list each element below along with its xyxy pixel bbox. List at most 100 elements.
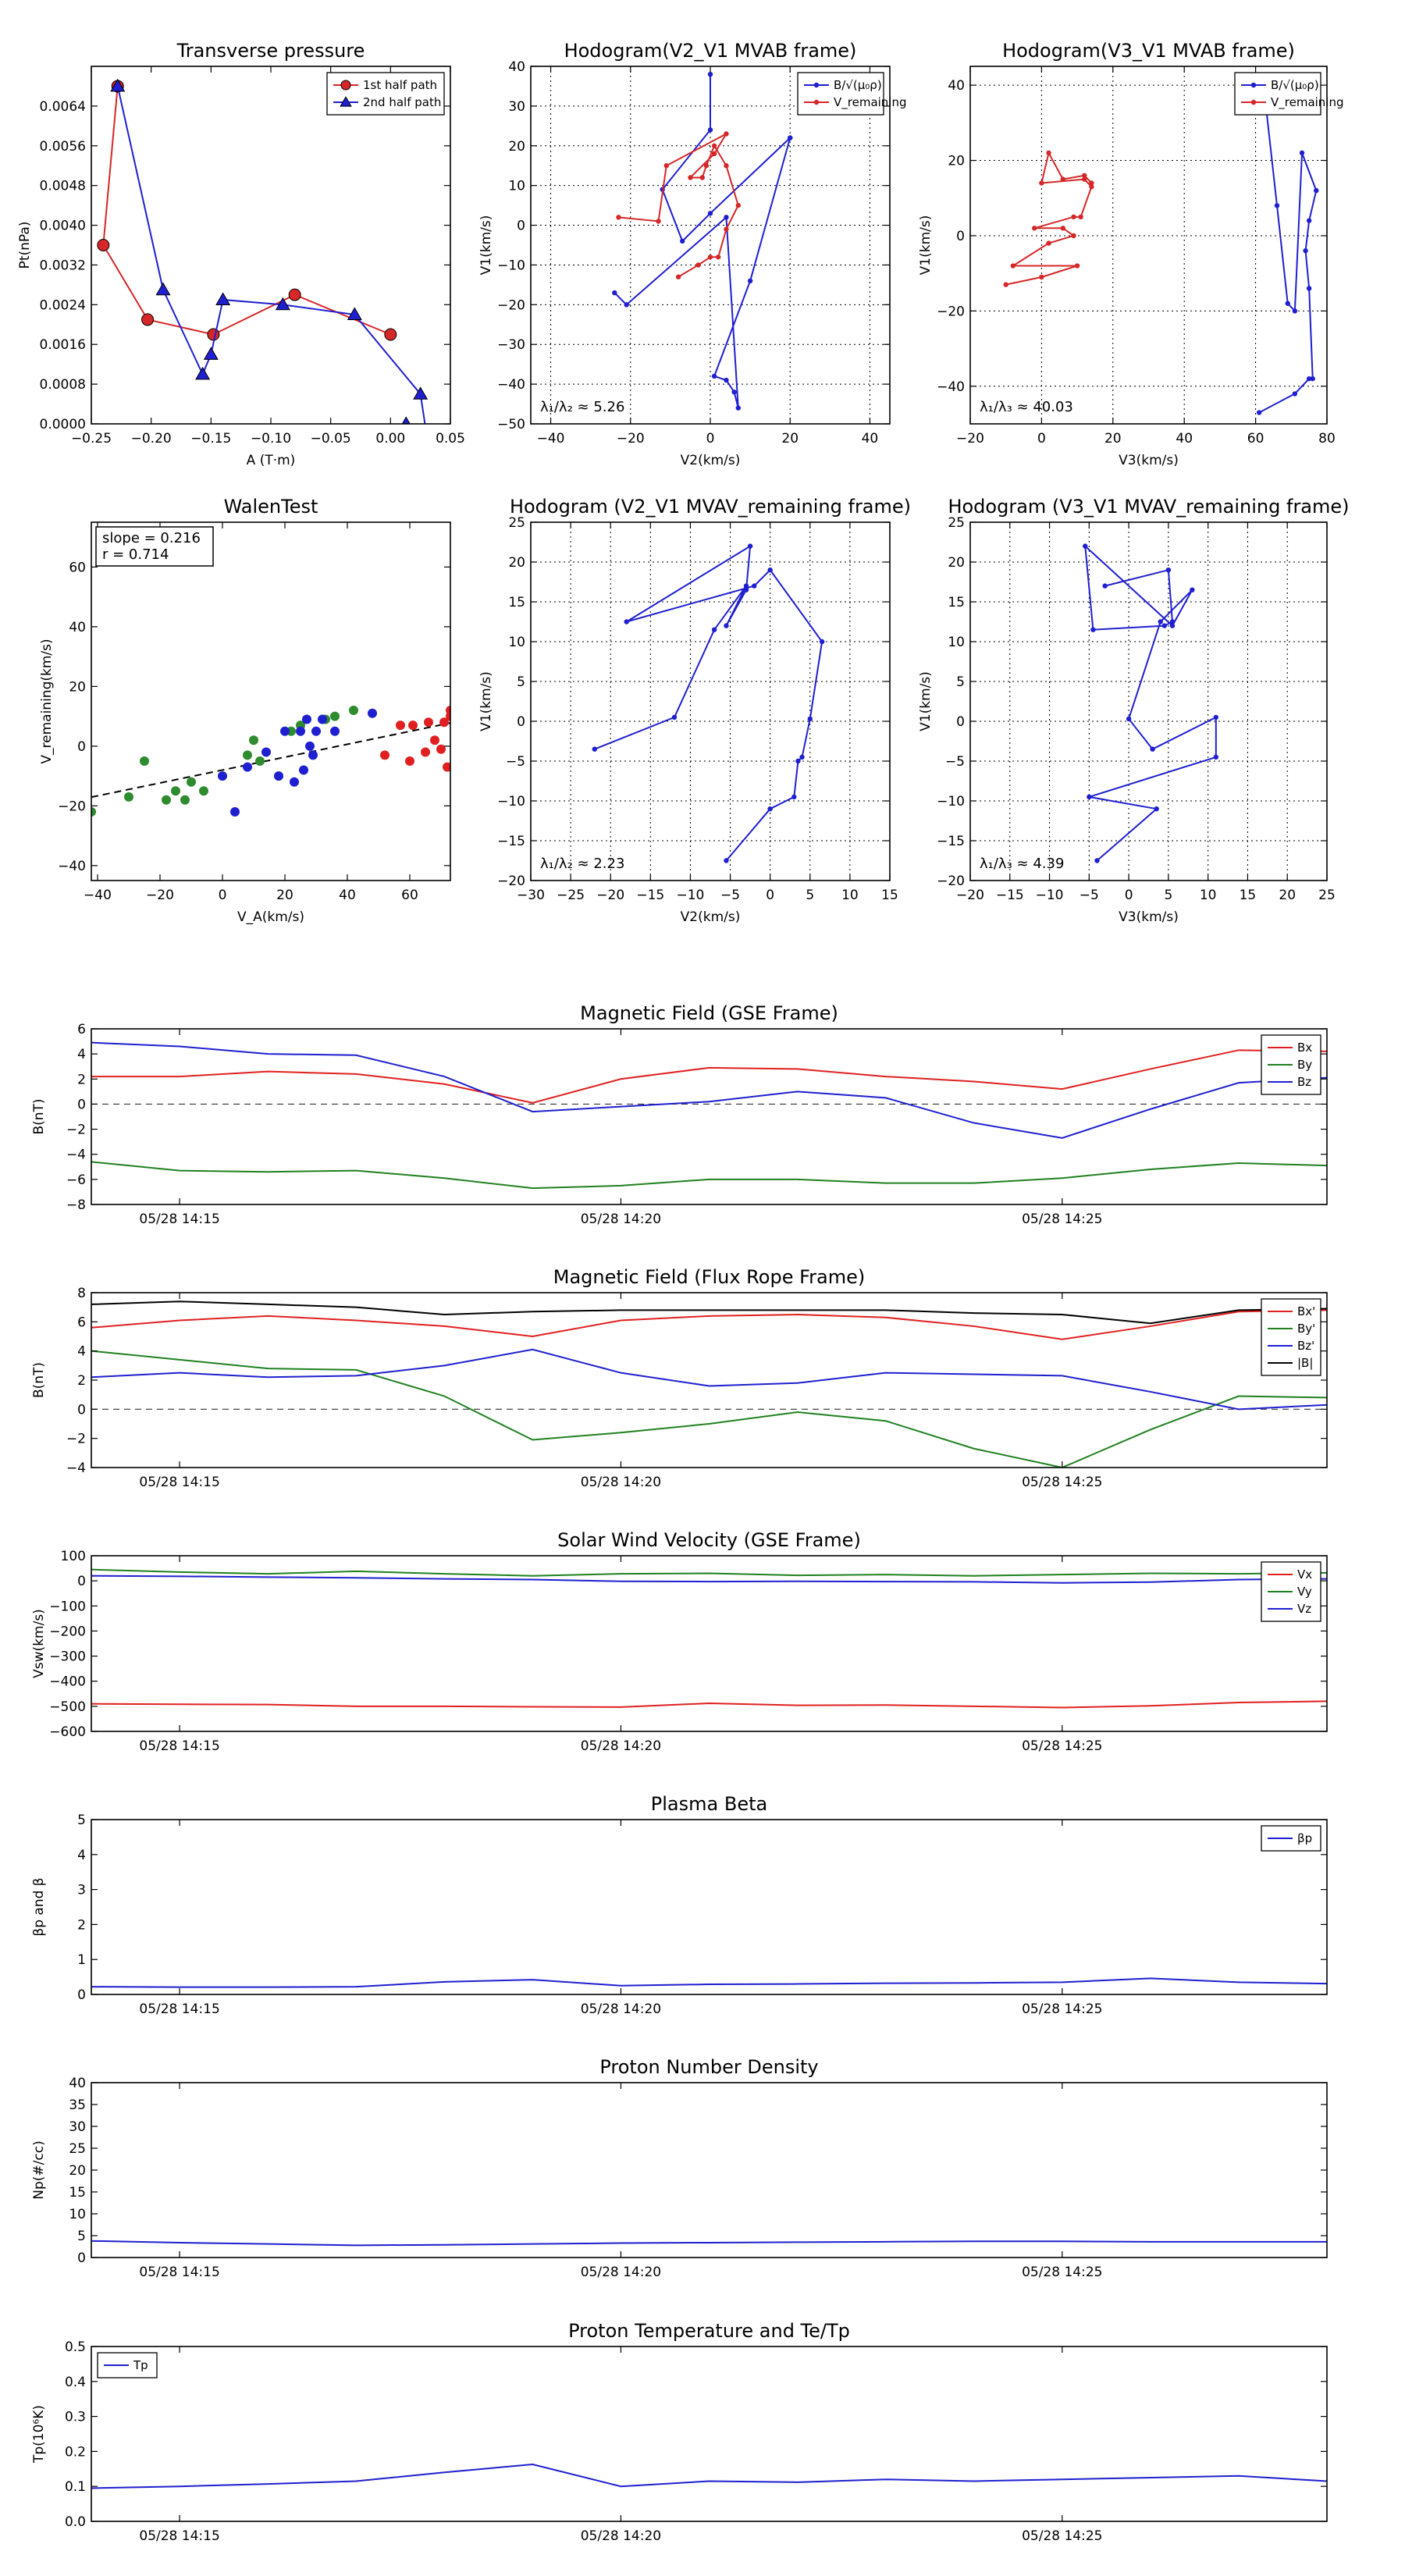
- y-axis-label: Np(#/cc): [31, 2140, 47, 2199]
- data-point: [724, 131, 729, 137]
- data-point: [791, 794, 797, 800]
- y-tick-label: 0: [956, 229, 965, 244]
- data-point: [1310, 375, 1315, 382]
- x-tick-label: −0.15: [190, 431, 231, 447]
- data-point: [1306, 218, 1312, 223]
- data-point: [1087, 794, 1092, 800]
- data-point: [1089, 184, 1094, 190]
- y-tick-label: 0: [517, 219, 525, 234]
- legend-label: βp: [1297, 1831, 1312, 1845]
- data-point: [421, 747, 430, 757]
- x-tick-label: 0: [766, 888, 774, 903]
- data-point: [743, 587, 749, 592]
- chart-8: 05/28 14:15 05/28 14:20 05/28 14:25 −4 −2 0 2 4…: [31, 1266, 1328, 1490]
- data-point: [743, 583, 749, 589]
- data-point: [724, 215, 729, 220]
- series-bz: [91, 1041, 1327, 1139]
- y-tick-label: −10: [497, 258, 525, 273]
- x-tick-label: 20: [276, 888, 293, 903]
- data-point: [396, 720, 405, 731]
- data-point: [656, 219, 661, 224]
- data-point: [420, 427, 433, 439]
- y-tick-label: 0: [77, 1402, 86, 1418]
- series-line: [91, 1700, 1327, 1709]
- chart-title: Transverse pressure: [176, 40, 365, 62]
- y-tick-label: 3: [77, 1883, 86, 1898]
- data-point: [1090, 627, 1096, 632]
- series-line: [91, 1161, 1327, 1190]
- x-tick-label: 05/28 14:20: [581, 2528, 661, 2544]
- series--b-: [91, 1300, 1327, 1325]
- series-line: [91, 1977, 1327, 1988]
- data-point: [1082, 176, 1087, 182]
- y-tick-label: 6: [77, 1315, 86, 1330]
- x-tick-label: 05/28 14:15: [139, 2001, 219, 2017]
- axes-frame: [91, 521, 451, 881]
- data-point: [274, 771, 283, 781]
- y-tick-label: −8: [66, 1197, 86, 1213]
- x-tick-label: 0.05: [436, 431, 465, 447]
- series-line: [1084, 544, 1217, 862]
- series-line: [91, 1348, 1327, 1411]
- x-tick-label: 05/28 14:25: [1022, 2528, 1102, 2544]
- data-point: [724, 623, 729, 628]
- data-point: [724, 377, 729, 383]
- data-point: [91, 807, 96, 817]
- x-tick-label: 0: [1125, 888, 1133, 903]
- chart-4: −40 −20 0 20 40 60 −40 −20 0 20 40 60 WalenTest V_A(k…: [39, 496, 451, 925]
- series-2nd-half-path: [110, 78, 433, 439]
- x-tick-label: 0.00: [375, 431, 405, 447]
- data-point: [1161, 623, 1168, 628]
- eigenvalue-ratio-label: λ₁/λ₃ ≈ 4.39: [980, 856, 1064, 872]
- y-tick-label: −40: [497, 377, 525, 393]
- data-point: [1213, 754, 1219, 760]
- chart-1: −0.25 −0.20 −0.15 −0.10 −0.05 0.00 0.05 0.0000 0…: [17, 40, 465, 468]
- data-point: [1292, 391, 1298, 397]
- y-tick-label: −500: [49, 1699, 86, 1715]
- y-tick-label: 30: [69, 2119, 86, 2135]
- x-tick-label: 60: [1247, 431, 1264, 447]
- y-axis-label: Tp(10⁶K): [31, 2405, 47, 2464]
- y-tick-label: 15: [508, 595, 525, 610]
- data-point: [1010, 263, 1016, 269]
- data-point: [330, 726, 340, 736]
- y-axis-label: βp and β: [31, 1877, 47, 1936]
- x-tick-label: −40: [537, 431, 565, 447]
- y-tick-label: 20: [508, 139, 525, 155]
- data-point: [424, 717, 433, 728]
- series-line: [91, 2463, 1327, 2489]
- series-line: [102, 86, 391, 336]
- data-point: [1274, 203, 1280, 208]
- y-tick-label: 5: [517, 674, 525, 690]
- x-tick-label: 05/28 14:20: [581, 2001, 661, 2017]
- data-point: [405, 756, 414, 766]
- axes-frame: [969, 521, 1328, 881]
- data-point: [1039, 180, 1044, 186]
- series-vz: [91, 1574, 1327, 1584]
- y-axis-label: Vsw(km/s): [31, 1609, 47, 1678]
- x-tick-label: 05/28 14:15: [139, 1212, 219, 1227]
- y-tick-label: 15: [69, 2185, 86, 2201]
- series-line: [91, 1041, 1327, 1139]
- chart-5: −30 −25 −20 −15 −10 −5 0 5 10 15 −20 −15 −10 −5 0 5 10 15…: [478, 496, 911, 925]
- series-line: [91, 2240, 1327, 2247]
- data-point: [1071, 214, 1076, 220]
- fit-line: [91, 722, 450, 799]
- y-tick-label: 20: [948, 555, 965, 571]
- legend-label: Vx: [1297, 1567, 1312, 1582]
- data-point: [308, 750, 318, 760]
- data-point: [401, 416, 411, 424]
- x-axis-label: V3(km/s): [1119, 909, 1179, 925]
- y-tick-label: 10: [508, 179, 525, 194]
- x-tick-label: 05/28 14:25: [1022, 1475, 1102, 1490]
- y-axis-label: V1(km/s): [918, 215, 934, 276]
- series-line: [1258, 77, 1318, 414]
- axes-frame: [91, 1555, 1328, 1732]
- series-v-remaining: [1003, 150, 1094, 287]
- y-tick-label: −20: [937, 873, 965, 889]
- series-2: [218, 708, 377, 817]
- chart-7: 05/28 14:15 05/28 14:20 05/28 14:25 −8 −6 −4 −…: [31, 1002, 1328, 1227]
- x-tick-label: −0.25: [71, 431, 112, 447]
- y-tick-label: 40: [69, 620, 86, 635]
- data-point: [1083, 543, 1088, 549]
